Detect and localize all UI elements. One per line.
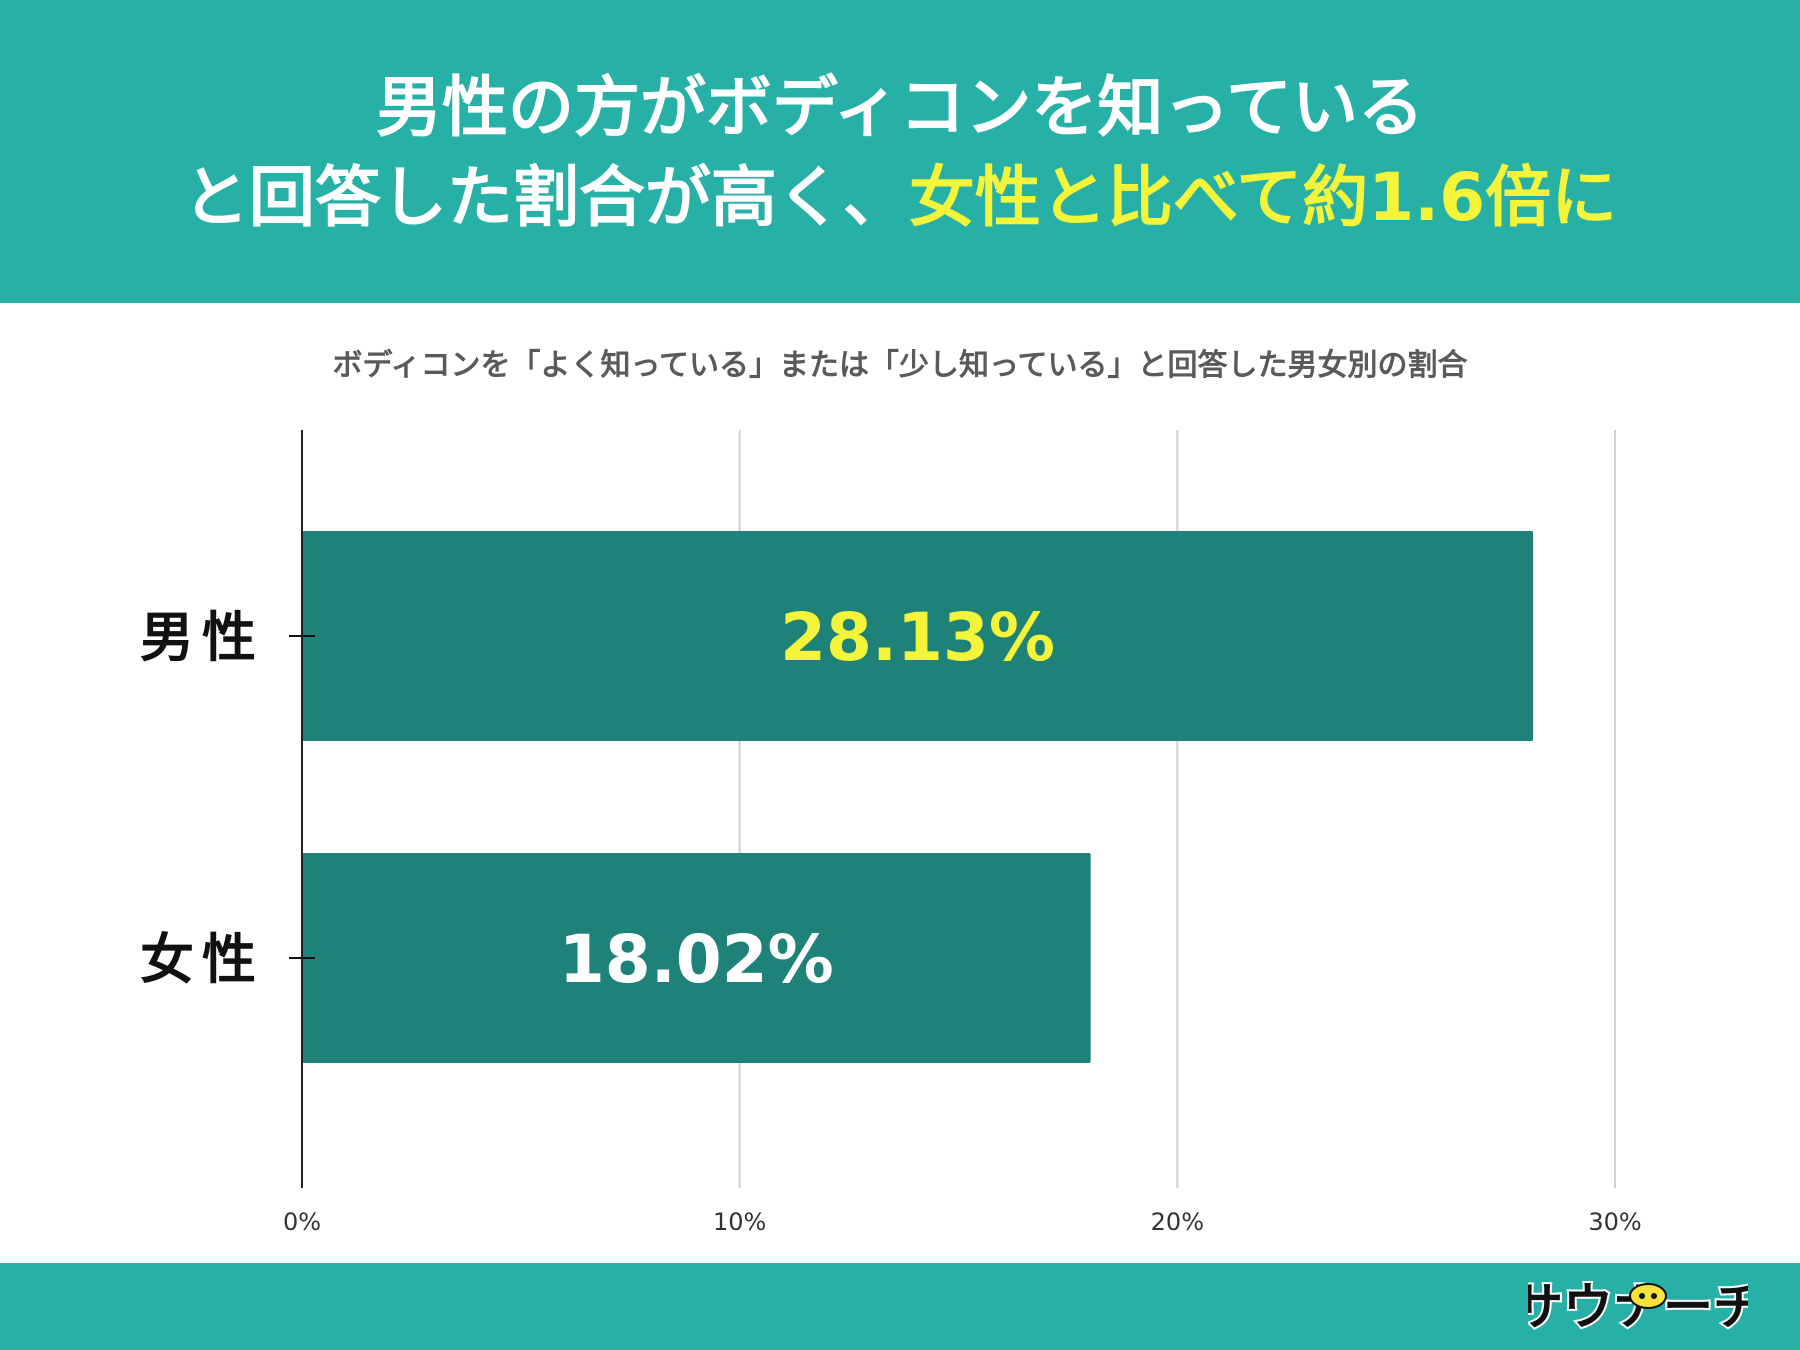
x-tick-label: 10% [713, 1208, 766, 1236]
x-tick-label: 0% [283, 1208, 321, 1236]
x-tick-label: 20% [1151, 1208, 1204, 1236]
headline-line-2-highlight: 女性と比べて約1.6倍に [908, 159, 1618, 236]
bar-data-label: 18.02% [559, 921, 834, 998]
footer-bar [0, 1263, 1800, 1350]
x-tick-label: 30% [1588, 1208, 1641, 1236]
bar [302, 531, 1534, 741]
header-banner: 男性の方がボディコンを知っている と回答した割合が高く、女性と比べて約1.6倍に [0, 0, 1800, 303]
headline-line-1: 男性の方がボディコンを知っている [375, 69, 1425, 146]
headline-line-2-part-1: と回答した割合が高く、 [182, 159, 909, 236]
bar-chart: 0% 10% 20% 30% 28.13% 男性 18.02% 女性 [140, 430, 1642, 1236]
chart-title: ボディコンを「よく知っている」または「少し知っている」と回答した男女別の割合 [332, 348, 1468, 383]
bar [302, 853, 1091, 1063]
headline-line-2: と回答した割合が高く、女性と比べて約1.6倍に [0, 158, 1800, 238]
brand-logo: サウナーチ [1528, 1276, 1748, 1338]
category-label: 女性 [140, 928, 264, 991]
category-label: 男性 [140, 606, 264, 669]
bar-data-label: 28.13% [780, 599, 1055, 676]
